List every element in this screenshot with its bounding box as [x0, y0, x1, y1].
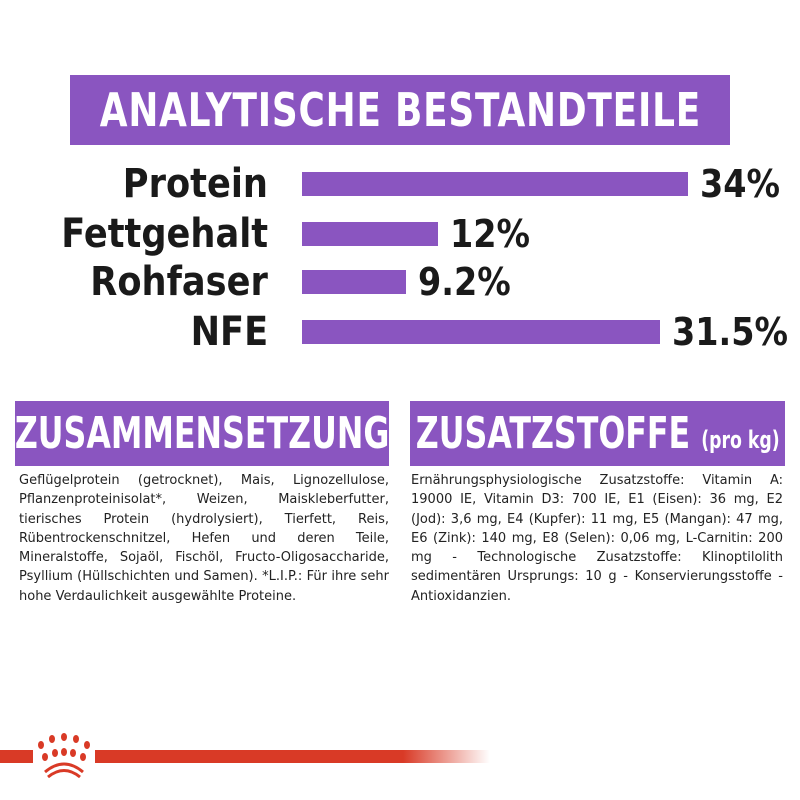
- chart-title-text: ANALYTISCHE BESTANDTEILE: [99, 83, 701, 137]
- category-label: NFE: [190, 309, 268, 355]
- composition-heading: ZUSAMMENSETZUNG: [15, 401, 389, 466]
- data-label: 34%: [700, 162, 781, 206]
- chart-title: ANALYTISCHE BESTANDTEILE: [70, 75, 730, 145]
- bar-nfe: [302, 320, 660, 344]
- category-label: Fettgehalt: [61, 211, 268, 257]
- category-label: Rohfaser: [90, 259, 268, 305]
- red-line-left: [0, 750, 33, 763]
- additives-text: Ernährungsphysiologische Zusatzstoffe: V…: [411, 473, 783, 604]
- additives-heading-text: ZUSATZSTOFFE (pro kg): [416, 408, 780, 459]
- bar-fettgehalt: [302, 222, 439, 246]
- data-label: 9.2%: [418, 260, 512, 304]
- composition-heading-text: ZUSAMMENSETZUNG: [15, 408, 389, 459]
- composition-text: Geflügelprotein (getrocknet), Mais, Lign…: [19, 473, 389, 604]
- additives-heading-suffix: (pro kg): [701, 426, 780, 454]
- royal-canin-crown-logo: [38, 733, 90, 778]
- additives-heading-main: ZUSATZSTOFFE: [415, 408, 690, 459]
- data-label: 31.5%: [671, 310, 788, 354]
- additives-heading: ZUSATZSTOFFE (pro kg): [410, 401, 785, 466]
- data-label: 12%: [450, 212, 531, 256]
- bar-protein: [302, 172, 688, 196]
- bar-rohfaser: [302, 270, 407, 294]
- category-label: Protein: [122, 161, 268, 207]
- red-line-right: [95, 750, 490, 763]
